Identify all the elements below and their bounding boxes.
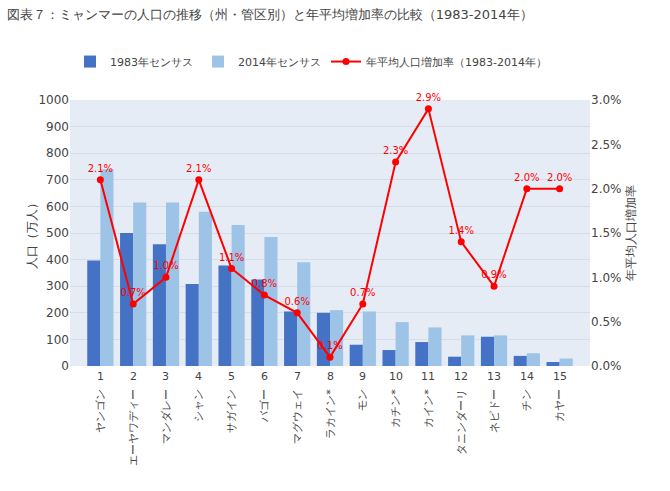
svg-text:タニンダーリ: タニンダーリ [455,389,468,455]
svg-text:1: 1 [97,370,104,383]
svg-text:1.1%: 1.1% [219,252,244,263]
svg-text:11: 11 [421,370,435,383]
svg-text:13: 13 [487,370,501,383]
svg-text:6: 6 [261,370,268,383]
svg-text:2.0%: 2.0% [514,172,539,183]
svg-text:2.5%: 2.5% [591,138,622,152]
svg-text:マグウェイ: マグウェイ [291,389,304,444]
svg-text:200: 200 [46,306,69,320]
svg-text:1.5%: 1.5% [591,226,622,240]
svg-text:カイン*: カイン* [422,389,435,428]
svg-text:900: 900 [46,120,69,134]
svg-text:300: 300 [46,279,69,293]
svg-text:バゴー: バゴー [258,389,271,423]
svg-text:14: 14 [520,370,534,383]
svg-text:ヤンゴン: ヤンゴン [94,389,107,433]
svg-text:2.3%: 2.3% [383,145,408,156]
svg-text:年平均人口増加率: 年平均人口増加率 [624,185,638,281]
svg-text:700: 700 [46,173,69,187]
svg-text:7: 7 [294,370,301,383]
svg-text:100: 100 [46,333,69,347]
svg-text:12: 12 [454,370,468,383]
svg-text:800: 800 [46,146,69,160]
svg-text:図表７：ミャンマーの人口の推移（州・管区別）と年平均増加率の: 図表７：ミャンマーの人口の推移（州・管区別）と年平均増加率の比較（1983-20… [7,7,533,22]
svg-text:0.1%: 0.1% [317,340,342,351]
svg-text:エーヤワディー: エーヤワディー [127,389,140,466]
svg-text:カチン*: カチン* [389,389,402,428]
svg-text:ネピドー: ネピドー [488,389,501,433]
svg-text:年平均人口増加率（1983-2014年）: 年平均人口増加率（1983-2014年） [366,56,547,69]
svg-text:2.0%: 2.0% [591,182,622,196]
svg-text:0.7%: 0.7% [120,287,145,298]
svg-text:8: 8 [327,370,334,383]
svg-text:0.6%: 0.6% [284,296,309,307]
svg-text:カヤー: カヤー [553,389,566,422]
svg-text:500: 500 [46,226,69,240]
svg-text:1000: 1000 [38,93,69,107]
svg-text:2.0%: 2.0% [547,172,572,183]
svg-text:0.0%: 0.0% [591,359,622,373]
svg-text:2.1%: 2.1% [186,163,211,174]
svg-text:2014年センサス: 2014年センサス [238,56,321,69]
svg-text:チン: チン [520,389,533,411]
svg-text:10: 10 [389,370,403,383]
svg-text:2.1%: 2.1% [88,163,113,174]
svg-text:5: 5 [228,370,235,383]
svg-text:15: 15 [553,370,567,383]
svg-text:人口（万人）: 人口（万人） [25,197,39,269]
svg-text:シャン: シャン [192,389,205,422]
svg-text:600: 600 [46,200,69,214]
svg-text:400: 400 [46,253,69,267]
svg-text:2.9%: 2.9% [416,92,441,103]
svg-text:0.5%: 0.5% [591,315,622,329]
svg-text:1.4%: 1.4% [449,225,474,236]
svg-text:1.0%: 1.0% [591,271,622,285]
svg-text:0.7%: 0.7% [350,287,375,298]
svg-text:モン: モン [356,389,369,411]
svg-text:0.9%: 0.9% [481,269,506,280]
svg-text:4: 4 [195,370,202,383]
svg-text:マンダレー: マンダレー [160,389,173,444]
svg-text:9: 9 [359,370,366,383]
svg-text:1.0%: 1.0% [153,260,178,271]
svg-text:2: 2 [130,370,137,383]
svg-text:3.0%: 3.0% [591,93,622,107]
svg-text:0.8%: 0.8% [252,278,277,289]
svg-text:3: 3 [162,370,169,383]
svg-text:ラカイン*: ラカイン* [324,389,337,439]
svg-text:サガイン: サガイン [225,389,238,433]
svg-text:1983年センサス: 1983年センサス [110,56,193,69]
svg-text:0: 0 [61,359,69,373]
